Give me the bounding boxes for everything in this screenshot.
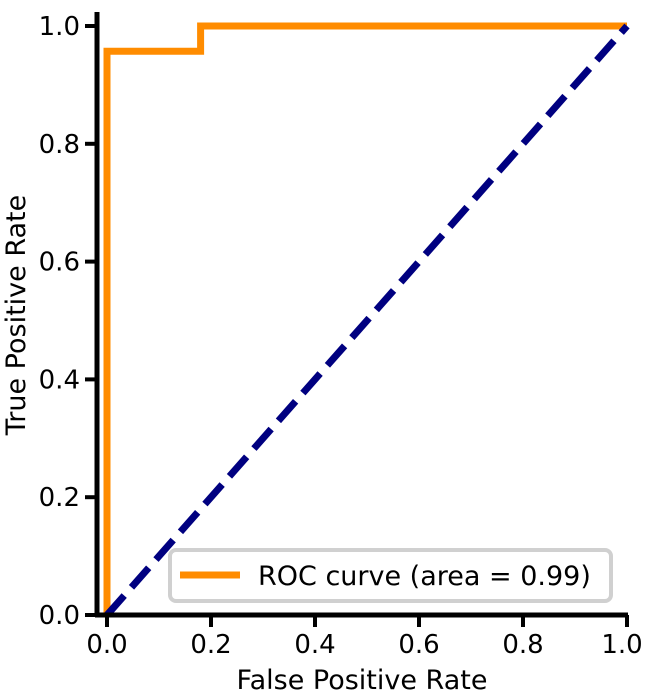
y-tick-label: 0.4 (39, 365, 80, 395)
y-axis-label: True Positive Rate (1, 195, 32, 437)
x-tick-label: 0.8 (502, 630, 543, 660)
y-tick-label: 0.0 (39, 601, 80, 631)
x-tick-label: 0.4 (294, 630, 335, 660)
chance-diagonal-line (104, 23, 630, 618)
x-tick-label: 0.6 (398, 630, 439, 660)
legend-box (168, 548, 613, 603)
legend: ROC curve (area = 0.99) (168, 548, 613, 603)
roc-curve-line (103, 22, 627, 615)
plot-area (103, 22, 630, 618)
x-tick-label: 0.0 (86, 630, 127, 660)
y-tick-label: 1.0 (39, 12, 80, 42)
x-axis-label: False Positive Rate (237, 665, 488, 696)
x-tick-label: 1.0 (601, 630, 642, 660)
x-axis-ticks: 0.0 0.2 0.4 0.6 0.8 1.0 (86, 615, 643, 660)
y-axis-ticks: 0.0 0.2 0.4 0.6 0.8 1.0 (39, 12, 97, 631)
x-tick-label: 0.2 (190, 630, 231, 660)
y-tick-label: 0.2 (39, 483, 80, 513)
y-tick-label: 0.6 (39, 248, 80, 278)
legend-label-roc: ROC curve (area = 0.99) (258, 561, 591, 592)
y-tick-label: 0.8 (39, 130, 80, 160)
